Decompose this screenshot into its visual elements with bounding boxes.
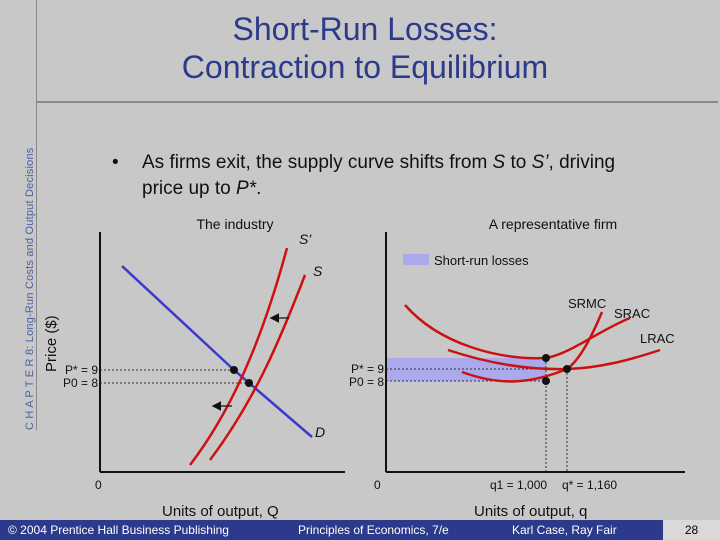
industry-new-equilibrium-point [230, 366, 238, 374]
bullet-symbol-p-star: P* [236, 178, 257, 199]
industry-panel-title: The industry [196, 216, 273, 232]
srac-curve [404, 304, 631, 360]
side-divider [36, 0, 37, 430]
bullet-text-part4: . [256, 178, 262, 199]
firm-x-axis-label: Units of output, q [474, 503, 587, 520]
bullet-point: • As firms exit, the supply curve shifts… [112, 150, 632, 202]
industry-y-axis-label: Price ($) [43, 315, 60, 372]
losses-legend-label: Short-run losses [434, 253, 529, 268]
footer-book: Principles of Economics, 7/e [298, 523, 449, 537]
footer-page-number: 28 [663, 520, 720, 540]
title-rule [36, 101, 718, 103]
bullet-symbol-s-prime: S’ [531, 152, 549, 173]
losses-legend-swatch [403, 254, 429, 265]
industry-old-equilibrium-point [245, 379, 253, 387]
q1-label: q1 = 1,000 [490, 478, 547, 492]
chapter-side-bar [0, 0, 36, 430]
bullet-text: As firms exit, the supply curve shifts f… [112, 150, 632, 202]
industry-p0-label: P0 = 8 [63, 376, 98, 390]
economics-diagram: The industry Price ($) 0 Units of output… [43, 216, 685, 520]
industry-panel: The industry Price ($) 0 Units of output… [43, 216, 345, 520]
supply-curve-s-prime-label: S' [299, 231, 312, 247]
industry-origin-label: 0 [95, 478, 102, 492]
demand-curve-label: D [315, 424, 325, 440]
srmc-label: SRMC [568, 296, 606, 311]
firm-panel-title: A representative firm [489, 216, 617, 232]
supply-curve-s-prime [189, 247, 289, 466]
firm-srac-point [542, 354, 550, 362]
slide-title: Short-Run Losses: Contraction to Equilib… [120, 10, 610, 86]
bullet-text-part3: , driving price up to [142, 152, 616, 199]
bullet-symbol-s: S [492, 152, 506, 173]
demand-curve [121, 265, 313, 438]
firm-old-price-point [542, 377, 550, 385]
slide-title-line1: Short-Run Losses: [232, 11, 498, 47]
firm-p-star-label: P* = 9 [351, 362, 384, 376]
industry-p-star-label: P* = 9 [65, 363, 98, 377]
firm-equilibrium-point [563, 365, 571, 373]
firm-origin-label: 0 [374, 478, 381, 492]
slide-footer: © 2004 Prentice Hall Business Publishing… [0, 520, 720, 540]
bullet-text-part1: As firms exit, the supply curve shifts f… [142, 152, 493, 173]
bullet-marker: • [112, 152, 119, 173]
supply-curve-s-label: S [313, 263, 323, 279]
firm-p0-label: P0 = 8 [349, 375, 384, 389]
lrac-label: LRAC [640, 331, 675, 346]
bullet-text-part2: to [505, 152, 532, 173]
firm-panel: A representative firm Short-run losses 0… [349, 216, 685, 520]
footer-authors: Karl Case, Ray Fair [512, 523, 617, 537]
q-star-label: q* = 1,160 [562, 478, 617, 492]
footer-copyright: © 2004 Prentice Hall Business Publishing [8, 523, 229, 537]
srac-label: SRAC [614, 306, 650, 321]
industry-x-axis-label: Units of output, Q [162, 503, 279, 520]
supply-curve-s [208, 274, 307, 461]
slide-title-line2: Contraction to Equilibrium [181, 49, 549, 85]
